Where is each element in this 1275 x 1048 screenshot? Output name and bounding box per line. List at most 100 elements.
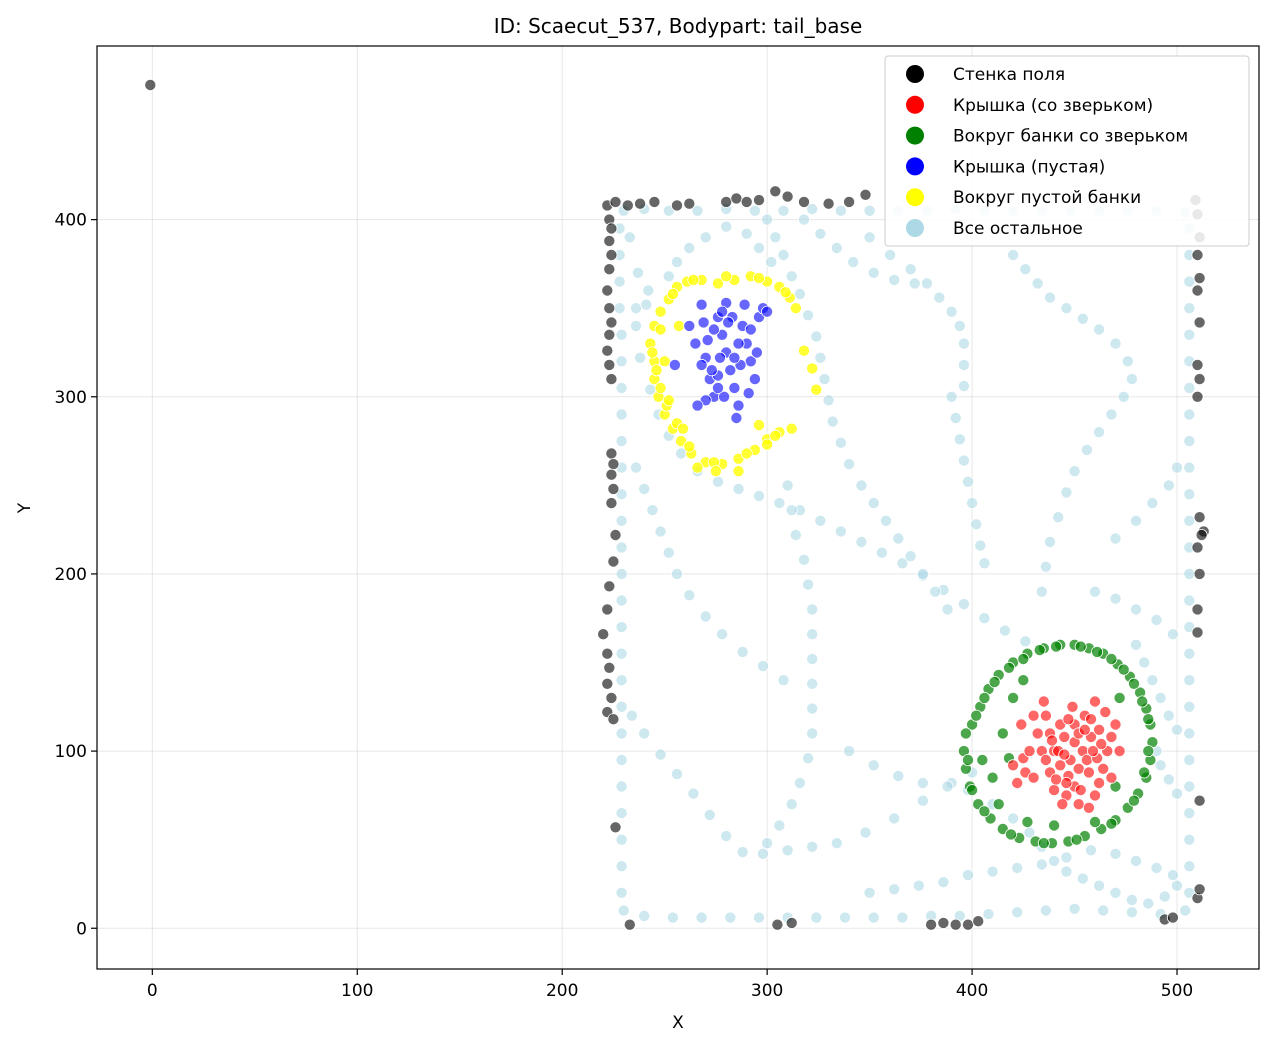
data-point — [818, 373, 831, 386]
data-point — [1183, 488, 1196, 501]
data-point — [1007, 248, 1020, 261]
data-point — [615, 754, 628, 767]
data-point — [753, 241, 766, 254]
data-point — [646, 504, 659, 517]
data-point — [1171, 461, 1184, 474]
data-point — [1193, 511, 1206, 524]
plot-frame — [96, 45, 1260, 970]
data-point — [1027, 771, 1040, 784]
data-point — [982, 908, 995, 921]
data-point — [863, 231, 876, 244]
data-point — [1193, 883, 1206, 896]
data-point — [638, 482, 651, 495]
data-point — [789, 529, 802, 542]
data-point — [1074, 784, 1087, 797]
data-point — [648, 195, 661, 208]
data-point — [736, 846, 749, 859]
data-point — [1089, 789, 1102, 802]
data-point — [830, 837, 843, 850]
legend-label: Крышка (со зверьком) — [953, 96, 1153, 116]
data-point — [689, 337, 702, 350]
data-point — [607, 458, 620, 471]
data-point — [750, 346, 763, 359]
data-point — [1039, 754, 1052, 767]
data-point — [1031, 277, 1044, 290]
data-point — [683, 241, 696, 254]
data-point — [859, 826, 872, 839]
data-point — [937, 916, 950, 929]
data-point — [867, 497, 880, 510]
data-point — [781, 479, 794, 492]
data-point — [701, 334, 714, 347]
data-point — [1193, 567, 1206, 580]
data-point — [615, 435, 628, 448]
data-point — [798, 213, 811, 226]
data-point — [1183, 700, 1196, 713]
data-point — [632, 266, 645, 279]
data-point — [769, 429, 782, 442]
data-point — [1138, 656, 1151, 669]
series-group — [1007, 695, 1126, 814]
data-point — [654, 305, 667, 318]
data-point — [1089, 816, 1102, 829]
data-point — [1183, 328, 1196, 341]
y-tick-label: 100 — [55, 742, 87, 762]
data-point — [707, 323, 720, 336]
data-point — [1007, 812, 1020, 825]
data-point — [859, 188, 872, 201]
data-point — [732, 337, 745, 350]
data-point — [962, 754, 975, 767]
data-point — [781, 190, 794, 203]
data-point — [806, 840, 819, 853]
data-point — [1048, 854, 1061, 867]
data-point — [603, 234, 616, 247]
data-point — [765, 256, 778, 269]
data-point — [1082, 766, 1095, 779]
data-point — [822, 394, 835, 407]
data-point — [601, 677, 614, 690]
legend-label: Стенка поля — [953, 65, 1065, 85]
data-point — [603, 263, 616, 276]
data-point — [966, 497, 979, 510]
x-tick-label: 500 — [1161, 981, 1193, 1001]
data-point — [925, 918, 938, 931]
data-point — [1011, 777, 1024, 790]
data-point — [666, 287, 679, 300]
data-point — [814, 514, 827, 527]
data-point — [705, 364, 718, 377]
data-point — [806, 362, 819, 375]
data-point — [722, 316, 735, 329]
data-point — [970, 518, 983, 531]
data-point — [1183, 514, 1196, 527]
data-point — [916, 794, 929, 807]
data-point — [709, 465, 722, 478]
data-point — [615, 727, 628, 740]
data-point — [1021, 816, 1034, 829]
data-point — [1183, 674, 1196, 687]
data-point — [1033, 644, 1046, 657]
data-point — [1130, 514, 1143, 527]
data-point — [863, 886, 876, 899]
data-point — [884, 248, 897, 261]
data-point — [1105, 817, 1118, 830]
legend-marker — [906, 65, 924, 83]
data-point — [691, 399, 704, 412]
data-point — [613, 275, 626, 288]
data-point — [1171, 723, 1184, 736]
data-point — [615, 567, 628, 580]
data-point — [1154, 691, 1167, 704]
data-point — [642, 284, 655, 297]
data-point — [875, 546, 888, 559]
data-point — [609, 529, 622, 542]
data-point — [785, 270, 798, 283]
data-point — [834, 204, 847, 217]
y-tick-label: 400 — [55, 211, 87, 231]
data-point — [695, 298, 708, 311]
data-point — [703, 808, 716, 821]
data-point — [806, 653, 819, 666]
data-point — [1089, 695, 1102, 708]
data-point — [761, 837, 774, 850]
data-point — [603, 358, 616, 371]
data-point — [761, 305, 774, 318]
data-point — [978, 691, 991, 704]
